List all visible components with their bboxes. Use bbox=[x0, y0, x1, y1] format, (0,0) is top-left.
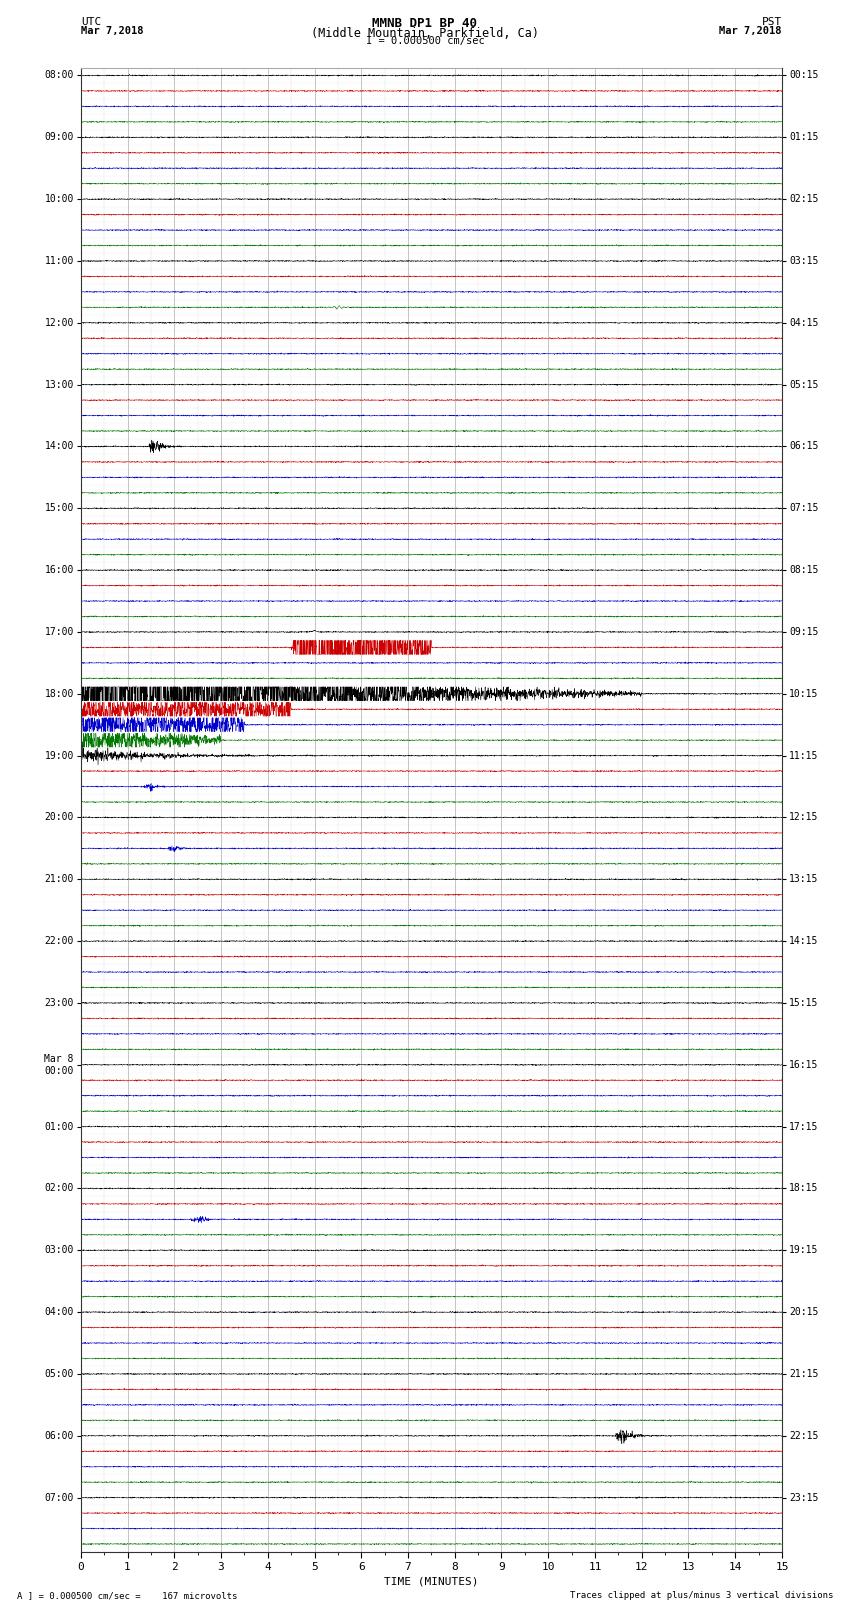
Text: PST: PST bbox=[762, 18, 782, 27]
Text: UTC: UTC bbox=[81, 18, 101, 27]
Text: A ] = 0.000500 cm/sec =    167 microvolts: A ] = 0.000500 cm/sec = 167 microvolts bbox=[17, 1590, 237, 1600]
Text: Traces clipped at plus/minus 3 vertical divisions: Traces clipped at plus/minus 3 vertical … bbox=[570, 1590, 833, 1600]
Text: (Middle Mountain, Parkfield, Ca): (Middle Mountain, Parkfield, Ca) bbox=[311, 26, 539, 40]
Text: MMNB DP1 BP 40: MMNB DP1 BP 40 bbox=[372, 18, 478, 31]
Text: I = 0.000500 cm/sec: I = 0.000500 cm/sec bbox=[366, 35, 484, 45]
Text: Mar 7,2018: Mar 7,2018 bbox=[81, 26, 144, 35]
X-axis label: TIME (MINUTES): TIME (MINUTES) bbox=[384, 1576, 479, 1586]
Text: Mar 7,2018: Mar 7,2018 bbox=[719, 26, 782, 35]
